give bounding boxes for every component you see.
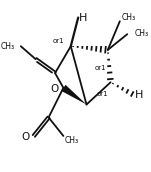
Text: H: H bbox=[79, 13, 87, 23]
Text: CH₃: CH₃ bbox=[0, 42, 14, 51]
Text: O: O bbox=[51, 84, 59, 94]
Polygon shape bbox=[61, 85, 87, 105]
Text: CH₃: CH₃ bbox=[64, 136, 78, 145]
Text: CH₃: CH₃ bbox=[135, 29, 149, 38]
Text: O: O bbox=[21, 132, 29, 142]
Text: or1: or1 bbox=[95, 65, 106, 71]
Text: CH₃: CH₃ bbox=[122, 13, 136, 22]
Text: or1: or1 bbox=[53, 38, 65, 44]
Text: H: H bbox=[135, 90, 143, 100]
Text: or1: or1 bbox=[96, 91, 108, 97]
